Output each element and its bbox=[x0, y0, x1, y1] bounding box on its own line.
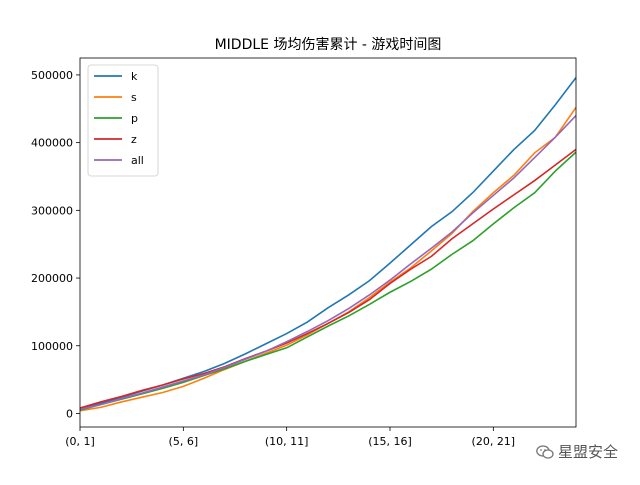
watermark: 星盟安全 bbox=[536, 441, 618, 462]
series-line-p bbox=[79, 151, 577, 411]
watermark-text: 星盟安全 bbox=[557, 443, 618, 461]
y-tick-label: 100000 bbox=[31, 340, 73, 353]
x-tick-label: (5, 6] bbox=[169, 435, 199, 448]
y-tick-label: 300000 bbox=[31, 204, 73, 217]
wechat-icon bbox=[536, 444, 554, 459]
legend-label-s: s bbox=[131, 91, 137, 104]
y-tick-label: 200000 bbox=[31, 272, 73, 285]
y-tick-label: 400000 bbox=[31, 137, 73, 150]
y-tick-label: 0 bbox=[66, 407, 73, 420]
x-tick-label: (20, 21] bbox=[472, 435, 516, 448]
legend-label-all: all bbox=[131, 154, 144, 167]
y-tick-label: 500000 bbox=[31, 69, 73, 82]
chart-title: MIDDLE 场均伤害累计 - 游戏时间图 bbox=[215, 37, 442, 53]
series-line-all bbox=[79, 114, 577, 411]
legend-label-z: z bbox=[131, 133, 137, 146]
legend-box bbox=[87, 64, 159, 177]
axes: 0 100000 200000 300000 400000 500000 (0, 1] (5,… bbox=[31, 57, 577, 448]
x-tick-label: (15, 16] bbox=[368, 435, 412, 448]
legend-label-k: k bbox=[131, 70, 138, 83]
plot-area bbox=[79, 77, 577, 412]
x-tick-label: (10, 11] bbox=[265, 435, 309, 448]
series-line-z bbox=[79, 148, 577, 409]
legend-label-p: p bbox=[131, 112, 138, 125]
axes-frame bbox=[79, 57, 577, 428]
x-tick-label: (0, 1] bbox=[65, 435, 95, 448]
